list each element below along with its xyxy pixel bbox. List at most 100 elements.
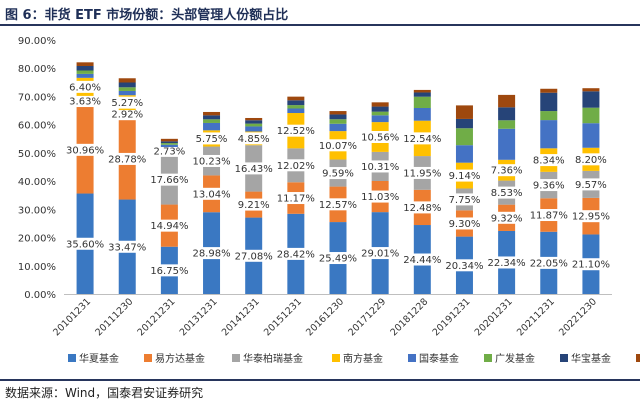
y-tick-label: 10.00%: [18, 262, 56, 273]
data-label-bg: [153, 144, 186, 157]
bar-segment: [329, 114, 347, 120]
data-label-bg: [237, 132, 270, 145]
y-tick-label: 0.00%: [24, 290, 56, 301]
bar-segment: [413, 96, 431, 108]
data-label: 14.94%: [150, 221, 188, 232]
data-label-bg: [237, 198, 270, 211]
data-label: 8.34%: [533, 156, 565, 167]
data-label-bg: [490, 186, 523, 199]
data-label-bg: [445, 259, 484, 272]
data-label: 9.14%: [449, 171, 481, 182]
bar-segment: [582, 123, 600, 148]
data-label: 10.23%: [192, 156, 230, 167]
data-label-bg: [487, 256, 526, 269]
data-label: 10.07%: [319, 141, 357, 152]
bar-segment: [287, 96, 305, 101]
data-label: 33.47%: [108, 242, 146, 253]
bar-segment: [287, 105, 305, 109]
data-label: 29.01%: [361, 249, 399, 260]
bar-segment: [540, 120, 558, 149]
data-label: 8.53%: [491, 188, 523, 199]
y-tick-label: 80.00%: [18, 64, 56, 75]
bar-segment: [329, 123, 347, 132]
data-label-bg: [192, 187, 231, 200]
legend-swatch: [408, 354, 416, 362]
data-label-bg: [360, 160, 400, 173]
data-label: 7.36%: [491, 166, 523, 177]
data-label-bg: [110, 96, 144, 109]
bar-segment: [540, 111, 558, 121]
bar-segment: [371, 106, 389, 112]
data-label: 11.03%: [361, 192, 399, 203]
data-label: 9.32%: [491, 213, 523, 224]
data-label-bg: [321, 167, 355, 180]
data-label: 2.92%: [111, 110, 143, 121]
bar-segment: [455, 118, 473, 129]
data-label: 7.75%: [449, 195, 481, 206]
data-label: 9.30%: [449, 219, 481, 230]
legend-label: 广发基金: [495, 352, 535, 365]
legend-label: 华夏基金: [79, 352, 119, 365]
data-label: 30.96%: [66, 145, 104, 156]
bar-segment: [160, 138, 178, 142]
x-tick-label: 20181228: [388, 296, 430, 338]
data-label: 8.20%: [575, 155, 607, 166]
y-tick-label: 90.00%: [18, 36, 56, 47]
data-label-bg: [110, 108, 144, 121]
data-label-bg: [234, 162, 273, 175]
data-label: 2.73%: [153, 146, 185, 157]
data-label: 9.36%: [533, 181, 565, 192]
bar-segment: [203, 111, 221, 116]
bar-segment: [413, 92, 431, 97]
data-label: 35.60%: [66, 239, 104, 250]
bar-segment: [287, 100, 305, 106]
legend-swatch: [560, 354, 568, 362]
data-label-bg: [192, 154, 231, 167]
data-label: 22.05%: [530, 258, 568, 269]
data-label: 10.56%: [361, 132, 399, 143]
x-tick-label: 20141231: [220, 296, 262, 338]
legend-swatch: [232, 354, 240, 362]
x-tick-label: 20151231: [262, 296, 304, 338]
data-label: 22.34%: [488, 258, 526, 269]
bar-segment: [160, 143, 178, 145]
data-label: 27.08%: [235, 251, 273, 262]
data-label-bg: [318, 252, 358, 265]
data-label: 16.75%: [150, 266, 188, 277]
x-tick-label: 20161230: [304, 296, 346, 338]
bar-segment: [498, 107, 516, 121]
data-label-bg: [529, 209, 569, 222]
x-tick-label: 20131231: [178, 296, 220, 338]
data-label-bg: [490, 211, 523, 224]
data-label: 3.63%: [69, 97, 101, 108]
bar-segment: [582, 91, 600, 108]
data-label: 9.57%: [575, 180, 607, 191]
legend-label: 易方达基金: [155, 352, 205, 365]
data-label-bg: [529, 256, 569, 269]
data-label-bg: [195, 132, 228, 145]
data-label-bg: [403, 166, 442, 179]
data-label-bg: [276, 159, 316, 172]
data-label: 12.48%: [403, 203, 441, 214]
bar-segment: [540, 92, 558, 112]
data-label-bg: [360, 130, 400, 143]
data-label: 28.98%: [192, 249, 230, 260]
data-label: 28.42%: [277, 249, 315, 260]
data-label-bg: [107, 152, 147, 165]
x-tick-label: 20191231: [431, 296, 473, 338]
bar-segment: [245, 120, 263, 124]
bar-segment: [76, 65, 94, 71]
figure-title: 图 6：非货 ETF 市场份额：头部管理人份额占比: [5, 8, 289, 23]
data-label-bg: [403, 201, 442, 214]
data-label-bg: [574, 178, 608, 191]
y-tick-label: 60.00%: [18, 121, 56, 132]
x-tick-label: 20211231: [515, 296, 557, 338]
legend-swatch: [636, 354, 640, 362]
y-tick-label: 70.00%: [18, 92, 56, 103]
title-rule: [0, 24, 640, 26]
data-label-bg: [490, 164, 523, 177]
data-label-bg: [150, 264, 189, 277]
x-tick-label: 20171229: [346, 296, 388, 338]
bar-segment: [498, 94, 516, 108]
data-label-bg: [532, 179, 566, 192]
